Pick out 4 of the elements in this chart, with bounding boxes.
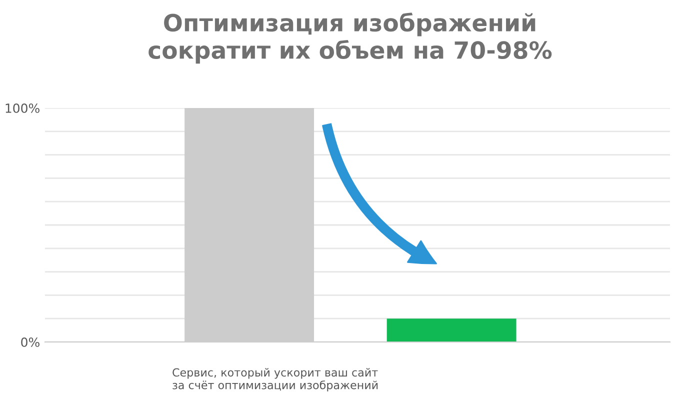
y-tick-label: 0% [21,337,40,347]
chart-title: Оптимизация изображений сократит их объем на 70-98% [148,12,552,64]
y-tick-label: 100% [6,103,40,113]
text: Сервис, который ускорит ваш сайт за счёт оптимизации изображений [172,368,378,392]
